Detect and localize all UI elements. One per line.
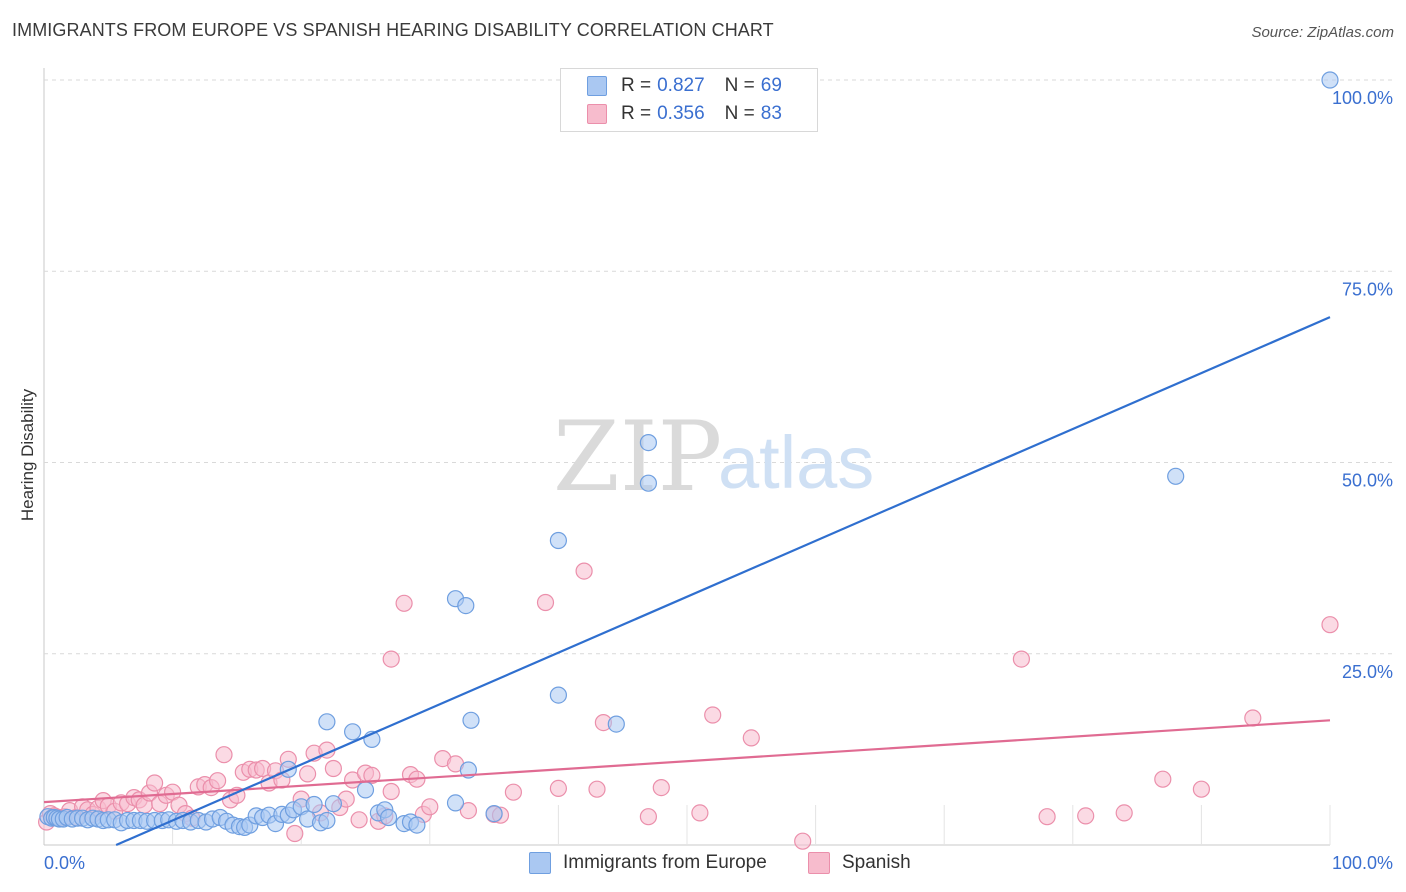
data-point-europe bbox=[457, 596, 475, 615]
data-point-spanish bbox=[1154, 770, 1172, 788]
data-point-spanish bbox=[1321, 616, 1339, 634]
data-point-spanish bbox=[549, 779, 568, 798]
data-point-europe bbox=[462, 711, 480, 729]
data-point-spanish bbox=[704, 706, 722, 724]
trend-line-spanish bbox=[43, 719, 1331, 804]
data-point-europe bbox=[380, 808, 398, 827]
data-point-spanish bbox=[421, 798, 439, 816]
y-tick-label: 100.0% bbox=[1332, 88, 1393, 108]
data-point-europe bbox=[485, 804, 503, 823]
data-point-spanish bbox=[691, 804, 709, 822]
data-point-spanish bbox=[1012, 650, 1031, 668]
data-point-europe bbox=[607, 715, 625, 733]
legend-label-spanish: Spanish bbox=[842, 852, 911, 873]
data-point-spanish bbox=[215, 746, 233, 764]
data-point-europe bbox=[1321, 71, 1339, 89]
data-point-spanish bbox=[382, 650, 400, 668]
stats-legend: R = 0.827 N = 69 R = 0.356 N = 83 bbox=[560, 68, 818, 132]
data-point-europe bbox=[639, 474, 658, 492]
data-point-europe bbox=[549, 531, 568, 550]
data-point-spanish bbox=[286, 824, 304, 843]
data-point-spanish bbox=[588, 780, 606, 798]
data-point-spanish bbox=[1115, 804, 1133, 822]
data-point-spanish bbox=[395, 594, 413, 612]
data-point-spanish bbox=[652, 778, 670, 797]
data-point-europe bbox=[1167, 467, 1185, 485]
y-tick-label: 25.0% bbox=[1342, 662, 1393, 682]
data-point-spanish bbox=[299, 765, 317, 783]
y-tick-label: 75.0% bbox=[1342, 279, 1393, 299]
data-point-europe bbox=[305, 795, 323, 814]
legend-r-label: R = bbox=[621, 103, 652, 124]
data-point-spanish bbox=[1244, 709, 1262, 727]
watermark-atlas: atlas bbox=[718, 421, 874, 504]
immigrants-from-europe-points bbox=[39, 71, 1339, 837]
legend-swatch-spanish bbox=[808, 852, 830, 874]
legend-n-value: 69 bbox=[760, 75, 782, 96]
data-point-europe bbox=[639, 434, 658, 452]
data-point-europe bbox=[356, 781, 375, 799]
legend-swatch-europe bbox=[529, 852, 551, 874]
data-point-spanish bbox=[794, 832, 812, 850]
data-point-europe bbox=[324, 795, 342, 813]
data-point-spanish bbox=[382, 782, 400, 801]
trend-line-europe bbox=[115, 316, 1331, 847]
legend-row-europe: R = 0.827 N = 69 bbox=[587, 73, 782, 99]
legend-row-spanish: R = 0.356 N = 83 bbox=[587, 101, 782, 127]
source-label: Source: ZipAtlas.com bbox=[1251, 24, 1394, 41]
data-point-spanish bbox=[146, 774, 164, 792]
chart-title: IMMIGRANTS FROM EUROPE VS SPANISH HEARIN… bbox=[12, 20, 774, 40]
spanish-points bbox=[37, 562, 1339, 850]
data-point-spanish bbox=[504, 783, 523, 801]
legend-n-label: N = bbox=[724, 75, 755, 96]
data-point-europe bbox=[408, 816, 426, 834]
data-point-spanish bbox=[459, 801, 477, 820]
data-point-europe bbox=[318, 713, 336, 731]
legend-swatch-europe bbox=[587, 76, 607, 96]
data-point-europe bbox=[344, 723, 362, 741]
y-tick-label: 50.0% bbox=[1342, 471, 1393, 491]
data-point-spanish bbox=[1192, 780, 1211, 798]
tick-labels: 25.0% 50.0% 75.0% 100.0% 0.0% 100.0% bbox=[44, 88, 1393, 873]
watermark-zip: ZIP bbox=[553, 401, 722, 513]
data-point-europe bbox=[549, 686, 568, 704]
legend-r-label: R = bbox=[621, 75, 652, 96]
data-point-spanish bbox=[536, 593, 555, 612]
legend-item-europe[interactable]: Immigrants from Europe bbox=[529, 852, 767, 874]
trend-lines bbox=[43, 316, 1331, 847]
legend-item-spanish[interactable]: Spanish bbox=[808, 852, 911, 874]
legend-r-value: 0.356 bbox=[657, 103, 705, 124]
watermark: ZIP atlas bbox=[553, 401, 874, 513]
data-point-spanish bbox=[350, 811, 368, 829]
x-tick-label: 100.0% bbox=[1332, 853, 1393, 873]
legend-r-value: 0.827 bbox=[657, 75, 705, 96]
legend-n-value: 83 bbox=[760, 103, 782, 124]
data-point-spanish bbox=[363, 766, 381, 785]
series-legend: Immigrants from Europe Spanish bbox=[0, 852, 1406, 876]
data-point-spanish bbox=[1077, 807, 1095, 825]
data-point-europe bbox=[318, 811, 336, 830]
legend-n-label: N = bbox=[724, 103, 755, 124]
legend-swatch-spanish bbox=[587, 104, 607, 124]
data-point-spanish bbox=[639, 808, 658, 826]
data-point-spanish bbox=[575, 562, 593, 580]
legend-label-europe: Immigrants from Europe bbox=[563, 852, 767, 873]
data-point-spanish bbox=[742, 729, 760, 747]
data-point-spanish bbox=[1038, 808, 1056, 826]
data-point-europe bbox=[446, 794, 465, 812]
data-point-spanish bbox=[209, 772, 227, 790]
data-point-spanish bbox=[324, 759, 342, 778]
x-tick-label: 0.0% bbox=[44, 853, 85, 873]
